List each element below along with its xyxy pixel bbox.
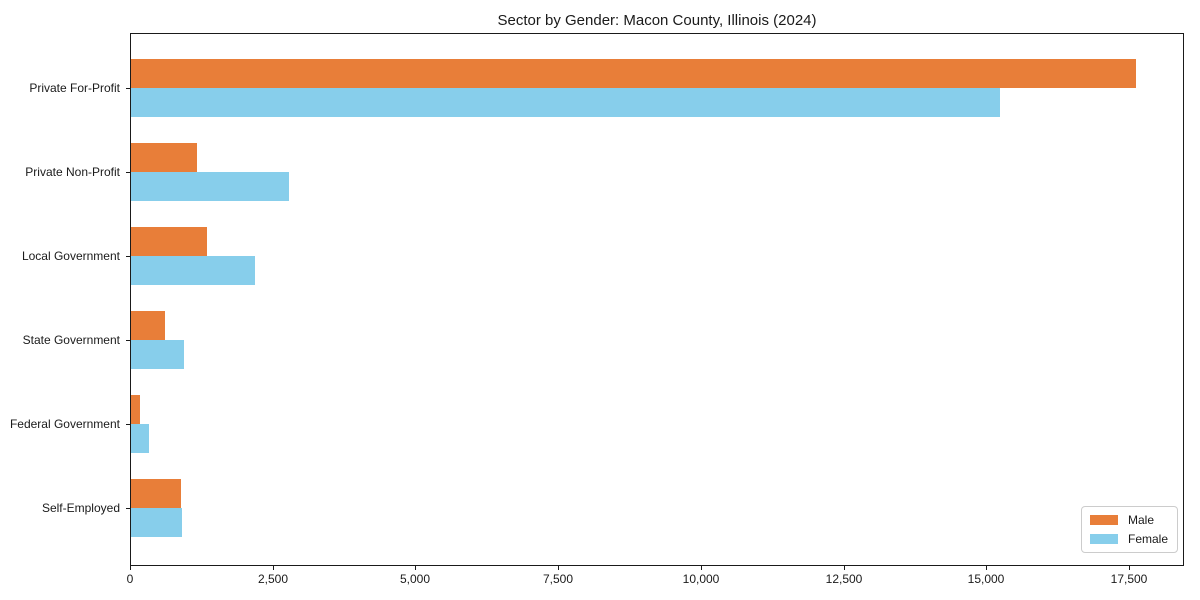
x-tick-label: 7,500 [542,572,574,586]
legend-swatch-male [1089,515,1118,525]
y-axis-label: Federal Government [9,417,120,431]
bar-female-local-government [131,256,255,285]
legend: Male Female [1080,506,1178,553]
y-axis-label: Self-Employed [41,501,120,515]
bar-male-state-government [131,311,165,340]
legend-item-female: Female [1089,532,1168,546]
y-tick-mark [126,256,130,257]
x-tick-label: 5,000 [399,572,431,586]
bar-male-local-government [131,227,207,256]
bar-female-self-employed [131,508,182,537]
bar-female-federal-government [131,424,149,453]
y-axis-label: Local Government [21,249,120,263]
legend-label: Male [1127,513,1154,527]
bar-male-self-employed [131,479,181,508]
y-axis-label: Private For-Profit [29,81,120,95]
x-tick-mark [844,566,845,570]
y-tick-mark [126,424,130,425]
x-tick-label: 17,500 [1110,572,1148,586]
legend-item-male: Male [1089,513,1168,527]
legend-swatch-female [1089,534,1118,544]
x-tick-mark [130,566,131,570]
x-tick-mark [986,566,987,570]
x-tick-label: 0 [126,572,134,586]
x-tick-mark [415,566,416,570]
x-tick-mark [701,566,702,570]
x-tick-label: 2,500 [257,572,289,586]
x-tick-mark [273,566,274,570]
y-tick-mark [126,172,130,173]
y-tick-mark [126,340,130,341]
y-tick-mark [126,88,130,89]
chart-title: Sector by Gender: Macon County, Illinois… [497,12,817,29]
y-tick-mark [126,508,130,509]
bar-female-private-for-profit [131,88,1000,117]
x-tick-label: 12,500 [825,572,863,586]
x-tick-mark [558,566,559,570]
bar-male-federal-government [131,395,140,424]
legend-label: Female [1127,532,1168,546]
x-tick-mark [1129,566,1130,570]
bar-female-state-government [131,340,184,369]
y-axis-label: Private Non-Profit [25,165,120,179]
x-tick-label: 15,000 [967,572,1005,586]
bar-male-private-for-profit [131,59,1136,88]
bar-female-private-non-profit [131,172,289,201]
y-axis-label: State Government [22,333,120,347]
x-tick-label: 10,000 [682,572,720,586]
plot-area: Male Female [130,33,1184,566]
bar-male-private-non-profit [131,143,197,172]
